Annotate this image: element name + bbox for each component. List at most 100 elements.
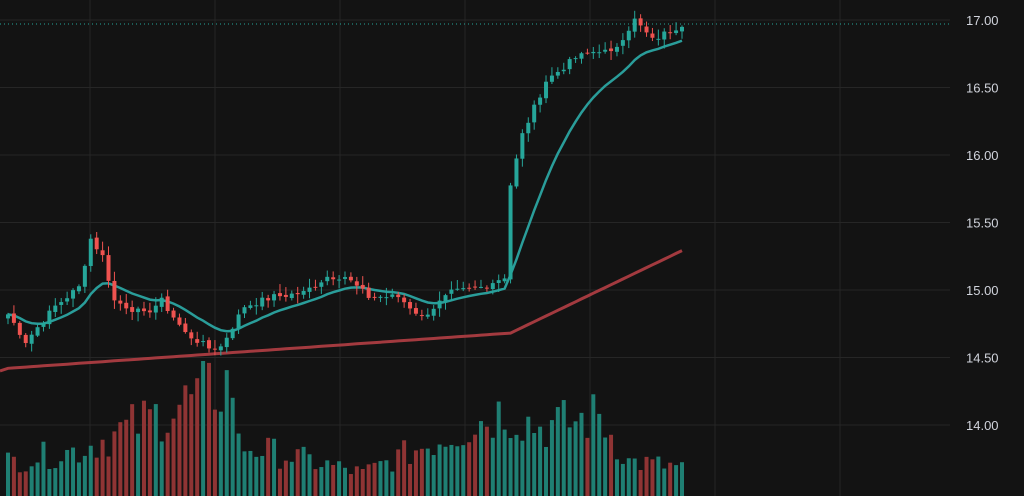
candle[interactable] bbox=[650, 27, 655, 42]
candle[interactable] bbox=[544, 75, 549, 104]
candle[interactable] bbox=[212, 340, 217, 356]
candle[interactable] bbox=[112, 271, 117, 309]
candle[interactable] bbox=[490, 279, 495, 295]
candle[interactable] bbox=[307, 278, 312, 299]
candle[interactable] bbox=[467, 283, 472, 292]
candle[interactable] bbox=[413, 302, 418, 316]
candle[interactable] bbox=[337, 275, 342, 289]
candle[interactable] bbox=[680, 25, 684, 39]
candle[interactable] bbox=[455, 279, 460, 291]
candle[interactable] bbox=[573, 56, 578, 63]
candle[interactable] bbox=[254, 298, 259, 315]
candle[interactable] bbox=[396, 291, 401, 303]
candle[interactable] bbox=[130, 300, 135, 321]
candle[interactable] bbox=[301, 286, 306, 299]
candle[interactable] bbox=[354, 276, 359, 295]
candle[interactable] bbox=[449, 281, 454, 302]
candle[interactable] bbox=[662, 28, 667, 49]
candle[interactable] bbox=[289, 290, 294, 301]
candle[interactable] bbox=[520, 129, 525, 167]
candle[interactable] bbox=[644, 21, 649, 37]
candle[interactable] bbox=[419, 309, 424, 321]
candle[interactable] bbox=[372, 292, 377, 301]
candle[interactable] bbox=[538, 94, 543, 113]
candle[interactable] bbox=[502, 274, 507, 284]
candle[interactable] bbox=[390, 288, 395, 299]
candle[interactable] bbox=[41, 321, 46, 332]
candle[interactable] bbox=[100, 241, 105, 262]
candle[interactable] bbox=[360, 276, 365, 294]
candle[interactable] bbox=[425, 308, 430, 319]
candle[interactable] bbox=[53, 298, 58, 317]
candle[interactable] bbox=[496, 274, 501, 292]
candle[interactable] bbox=[118, 295, 123, 311]
candle[interactable] bbox=[514, 154, 519, 189]
candle[interactable] bbox=[437, 291, 442, 317]
candle[interactable] bbox=[35, 324, 40, 338]
candle[interactable] bbox=[11, 305, 16, 326]
candle[interactable] bbox=[266, 294, 271, 308]
candle[interactable] bbox=[76, 284, 81, 295]
candle[interactable] bbox=[153, 297, 158, 320]
candle[interactable] bbox=[319, 279, 324, 294]
candle[interactable] bbox=[224, 333, 229, 353]
candle[interactable] bbox=[402, 294, 407, 308]
candle[interactable] bbox=[549, 67, 554, 85]
candle[interactable] bbox=[88, 234, 93, 272]
candle[interactable] bbox=[147, 302, 152, 318]
candle[interactable] bbox=[408, 298, 413, 315]
candle[interactable] bbox=[478, 279, 483, 289]
candle[interactable] bbox=[136, 306, 141, 322]
candle[interactable] bbox=[124, 294, 129, 315]
candle[interactable] bbox=[82, 264, 87, 293]
candle[interactable] bbox=[283, 287, 288, 302]
candle[interactable] bbox=[331, 271, 336, 286]
candle[interactable] bbox=[6, 312, 10, 325]
candle[interactable] bbox=[674, 22, 679, 36]
candle[interactable] bbox=[94, 231, 99, 255]
candle[interactable] bbox=[141, 301, 146, 316]
candle[interactable] bbox=[47, 305, 52, 329]
candle[interactable] bbox=[277, 284, 282, 301]
candle[interactable] bbox=[603, 42, 608, 54]
candle[interactable] bbox=[59, 297, 64, 314]
candle[interactable] bbox=[165, 289, 170, 314]
candle[interactable] bbox=[443, 293, 448, 310]
candle[interactable] bbox=[260, 291, 265, 311]
candle[interactable] bbox=[366, 282, 371, 300]
candle[interactable] bbox=[159, 293, 164, 313]
candle[interactable] bbox=[567, 56, 572, 75]
candle[interactable] bbox=[526, 117, 531, 142]
candle[interactable] bbox=[272, 290, 277, 307]
candle[interactable] bbox=[236, 309, 241, 334]
candle[interactable] bbox=[201, 334, 206, 347]
candle[interactable] bbox=[189, 329, 194, 346]
candle[interactable] bbox=[248, 300, 253, 310]
candle[interactable] bbox=[532, 100, 537, 130]
candle[interactable] bbox=[597, 44, 602, 59]
candle[interactable] bbox=[313, 279, 318, 291]
candle[interactable] bbox=[585, 48, 590, 55]
candle[interactable] bbox=[65, 291, 70, 306]
candle[interactable] bbox=[384, 287, 389, 306]
candle[interactable] bbox=[348, 272, 353, 283]
candle[interactable] bbox=[207, 337, 212, 353]
candle[interactable] bbox=[378, 295, 383, 303]
candle[interactable] bbox=[579, 51, 584, 64]
candle[interactable] bbox=[177, 313, 182, 327]
candle[interactable] bbox=[218, 343, 223, 356]
candle[interactable] bbox=[171, 307, 176, 321]
candle[interactable] bbox=[632, 10, 637, 38]
candle[interactable] bbox=[508, 182, 513, 284]
candle[interactable] bbox=[591, 46, 596, 59]
candle[interactable] bbox=[343, 271, 347, 285]
candle[interactable] bbox=[484, 285, 489, 292]
candle[interactable] bbox=[614, 43, 619, 57]
candle[interactable] bbox=[620, 33, 625, 55]
candle[interactable] bbox=[656, 29, 661, 46]
candle[interactable] bbox=[71, 288, 76, 308]
candle[interactable] bbox=[106, 246, 111, 288]
candle[interactable] bbox=[23, 333, 28, 348]
